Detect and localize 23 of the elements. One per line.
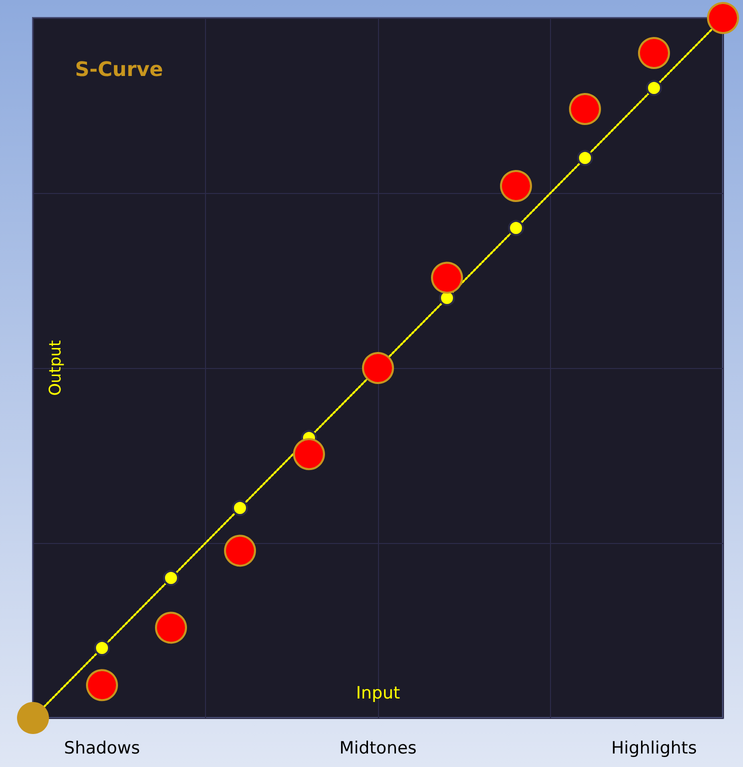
x-axis-title: Input bbox=[356, 684, 400, 704]
point bbox=[86, 669, 118, 702]
point bbox=[508, 220, 524, 236]
point bbox=[569, 93, 601, 125]
text: S-Curve bbox=[75, 57, 164, 81]
y-axis-title: Output bbox=[46, 340, 64, 396]
x-tick-label: Shadows bbox=[64, 738, 140, 758]
point bbox=[232, 500, 248, 516]
point bbox=[577, 150, 593, 166]
point bbox=[224, 534, 256, 567]
x-tick-label: Midtones bbox=[339, 738, 417, 758]
point bbox=[707, 2, 739, 34]
point bbox=[638, 37, 670, 69]
point bbox=[17, 702, 49, 734]
point bbox=[431, 262, 463, 294]
point bbox=[500, 170, 532, 202]
point bbox=[94, 640, 110, 656]
point bbox=[362, 352, 394, 384]
x-tick-label: Highlights bbox=[611, 738, 697, 758]
point bbox=[163, 570, 179, 586]
point bbox=[155, 612, 187, 644]
point bbox=[646, 80, 662, 96]
point bbox=[293, 438, 325, 470]
